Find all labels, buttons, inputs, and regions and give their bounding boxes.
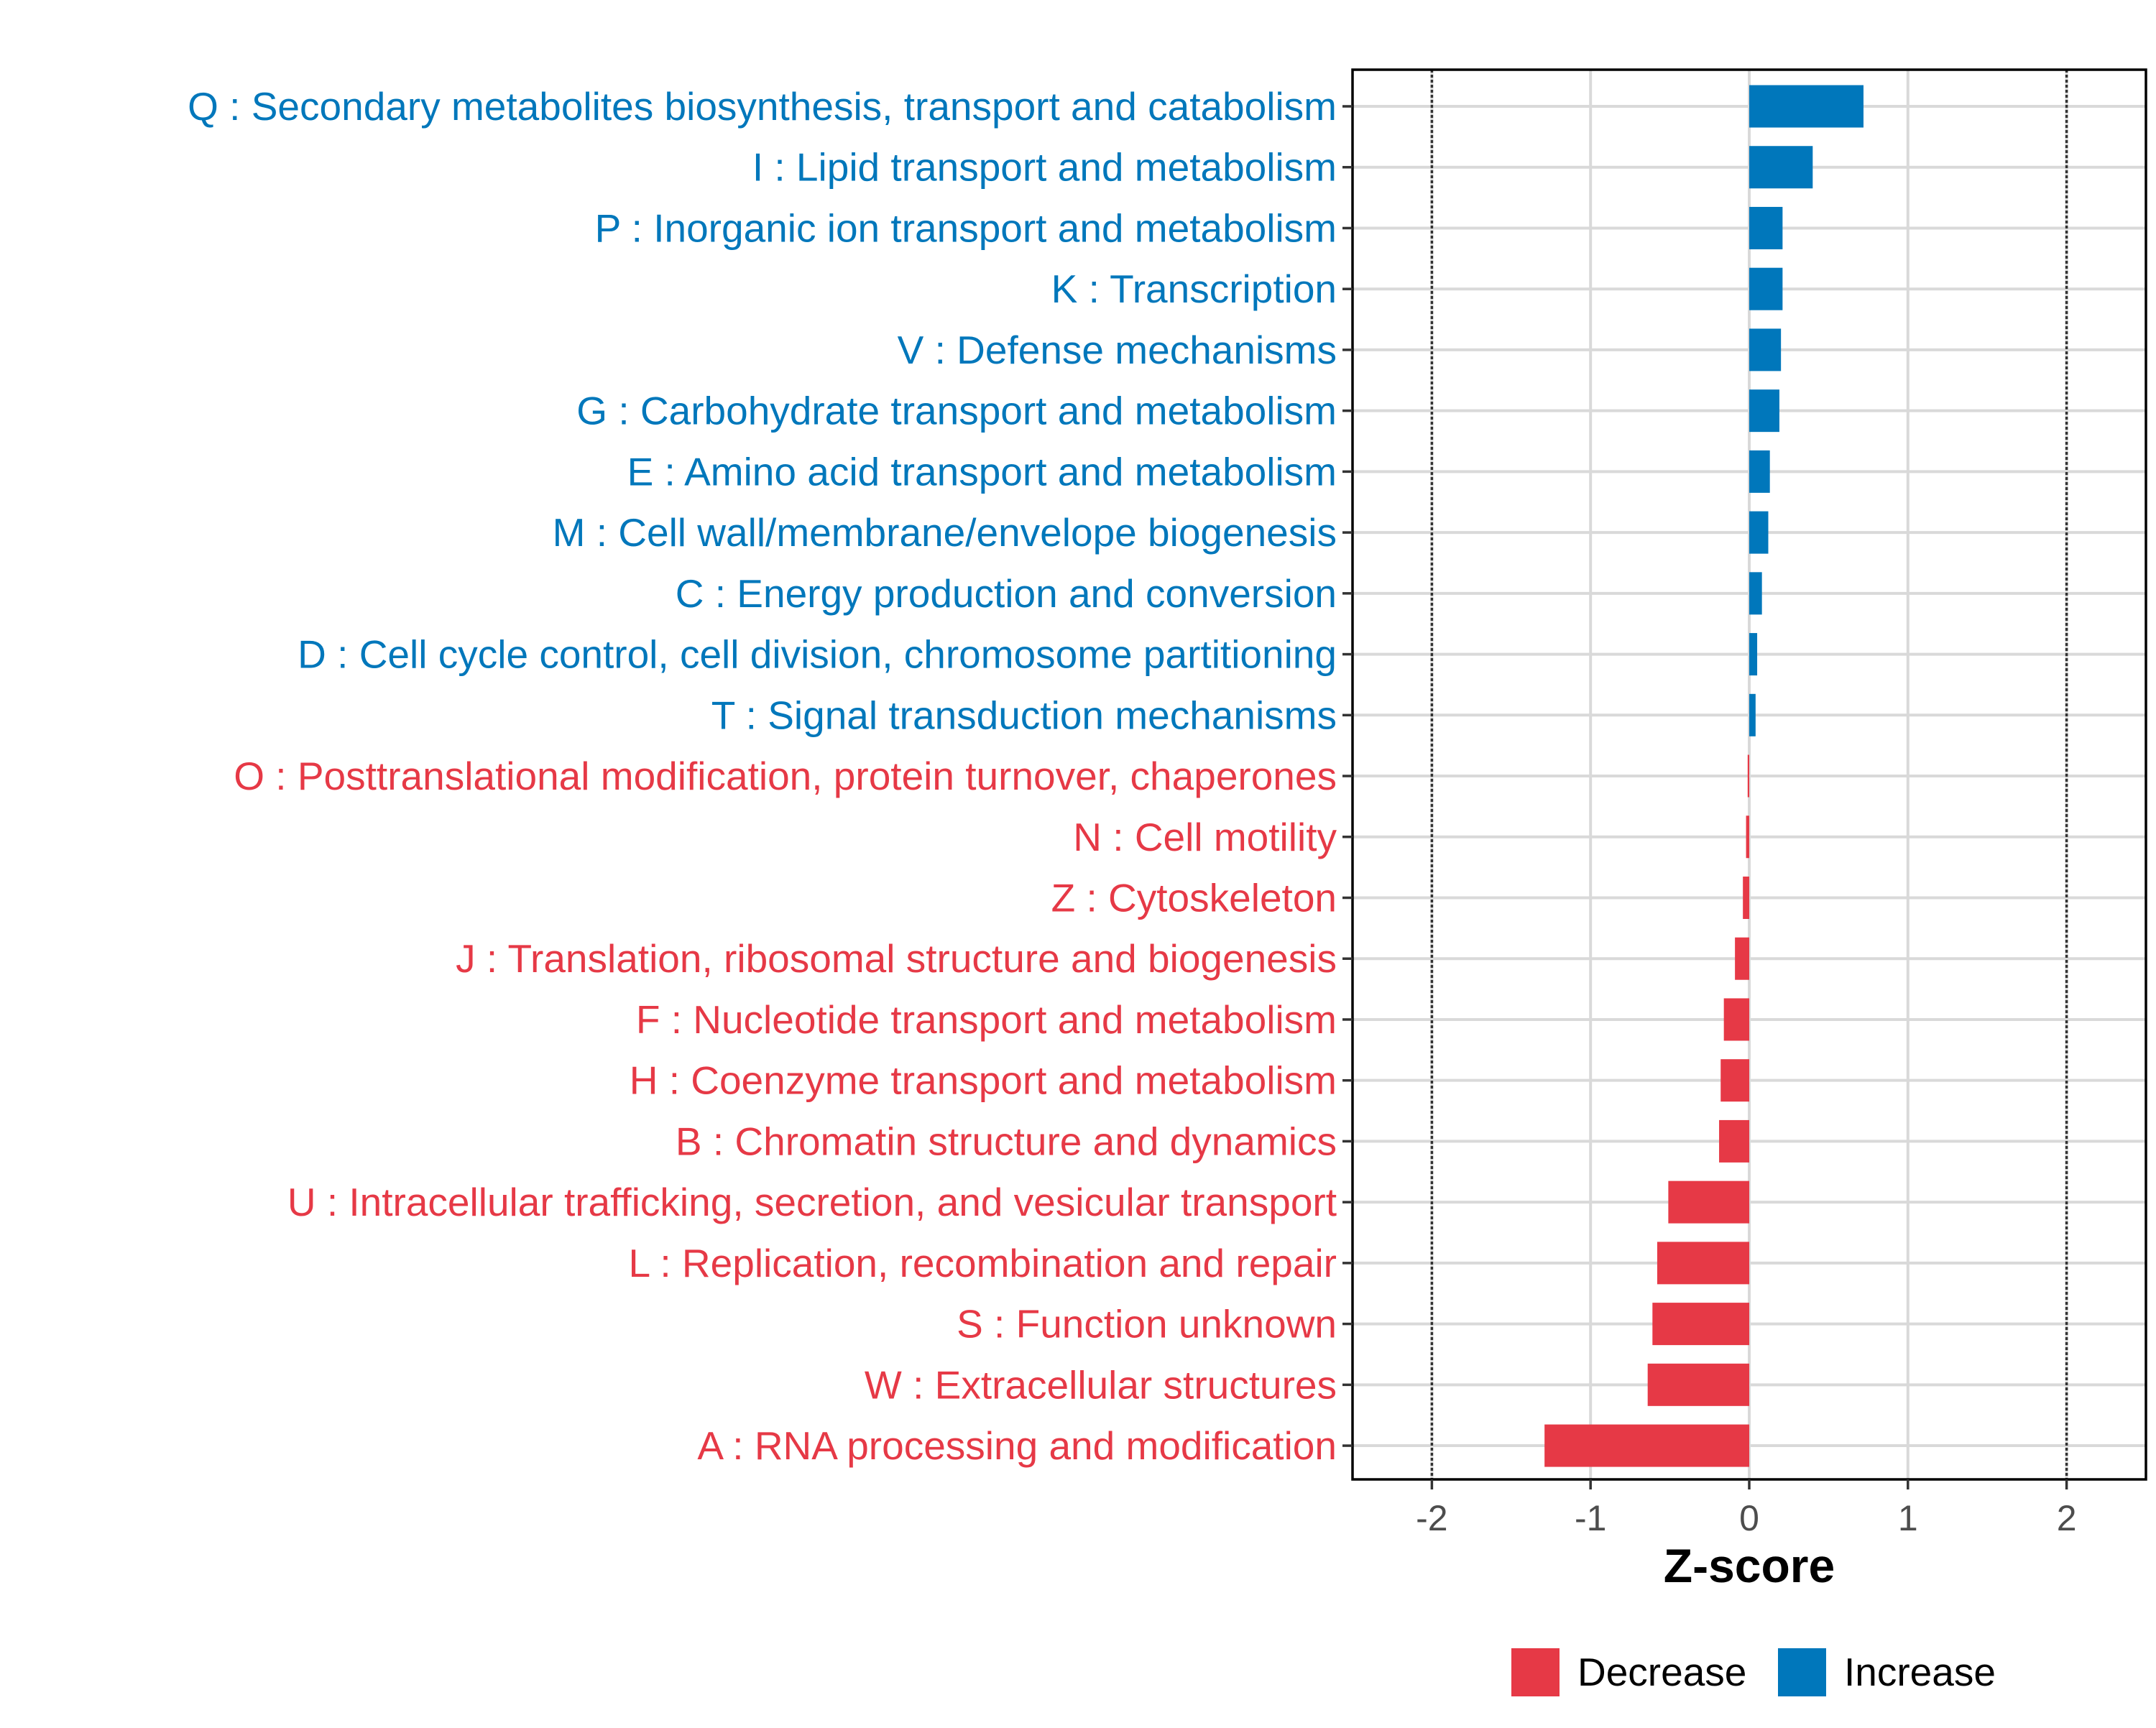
category-label-7: M : Cell wall/membrane/envelope biogenes… (553, 510, 1337, 555)
bar-19 (1657, 1242, 1749, 1285)
category-label-9: D : Cell cycle control, cell division, c… (298, 632, 1337, 677)
x-tick-label-2: 0 (1739, 1498, 1759, 1538)
x-tick-label-1: -1 (1575, 1498, 1606, 1538)
bar-14 (1735, 937, 1749, 980)
bar-13 (1743, 876, 1749, 919)
category-label-11: O : Posttranslational modification, prot… (234, 754, 1337, 798)
category-label-19: L : Replication, recombination and repai… (629, 1241, 1337, 1285)
category-label-13: Z : Cytoskeleton (1051, 875, 1337, 920)
category-label-4: V : Defense mechanisms (898, 328, 1337, 372)
legend-swatch-increase (1778, 1648, 1826, 1696)
bar-6 (1749, 450, 1770, 493)
category-label-20: S : Function unknown (957, 1302, 1337, 1346)
bar-10 (1749, 693, 1756, 736)
bar-7 (1749, 511, 1769, 554)
category-label-21: W : Extracellular structures (865, 1362, 1337, 1407)
x-tick-label-3: 1 (1898, 1498, 1918, 1538)
bar-22 (1544, 1424, 1749, 1467)
category-label-6: E : Amino acid transport and metabolism (627, 449, 1337, 494)
bar-11 (1747, 754, 1749, 798)
category-label-0: Q : Secondary metabolites biosynthesis, … (188, 84, 1337, 129)
x-axis-title: Z-score (1664, 1539, 1835, 1592)
bar-12 (1746, 816, 1749, 859)
bar-2 (1749, 206, 1783, 249)
category-label-3: K : Transcription (1051, 267, 1337, 311)
x-tick-label-4: 2 (2057, 1498, 2077, 1538)
bar-20 (1652, 1303, 1749, 1346)
legend-label-decrease: Decrease (1577, 1650, 1746, 1694)
category-label-12: N : Cell motility (1073, 815, 1337, 859)
bar-8 (1749, 572, 1762, 615)
bar-5 (1749, 389, 1779, 433)
category-label-17: B : Chromatin structure and dynamics (676, 1119, 1337, 1163)
category-label-22: A : RNA processing and modification (697, 1423, 1337, 1468)
category-label-16: H : Coenzyme transport and metabolism (630, 1058, 1337, 1103)
bar-3 (1749, 267, 1783, 310)
category-label-15: F : Nucleotide transport and metabolism (636, 997, 1337, 1042)
bar-9 (1749, 633, 1758, 676)
x-tick-label-0: -2 (1416, 1498, 1447, 1538)
legend-label-increase: Increase (1844, 1650, 1996, 1694)
bar-1 (1749, 146, 1813, 189)
category-label-14: J : Translation, ribosomal structure and… (456, 936, 1337, 981)
category-label-1: I : Lipid transport and metabolism (752, 145, 1337, 190)
legend-swatch-decrease (1511, 1648, 1560, 1696)
category-label-10: T : Signal transduction mechanisms (711, 693, 1337, 737)
category-label-5: G : Carbohydrate transport and metabolis… (576, 389, 1337, 433)
bar-21 (1647, 1363, 1749, 1406)
bar-18 (1668, 1181, 1749, 1224)
bar-15 (1723, 998, 1749, 1041)
bar-17 (1719, 1119, 1749, 1163)
bar-4 (1749, 328, 1782, 371)
bar-16 (1720, 1059, 1749, 1102)
bar-0 (1749, 85, 1864, 128)
category-label-8: C : Energy production and conversion (676, 571, 1337, 616)
category-label-2: P : Inorganic ion transport and metaboli… (595, 205, 1337, 250)
category-label-18: U : Intracellular trafficking, secretion… (287, 1180, 1337, 1224)
